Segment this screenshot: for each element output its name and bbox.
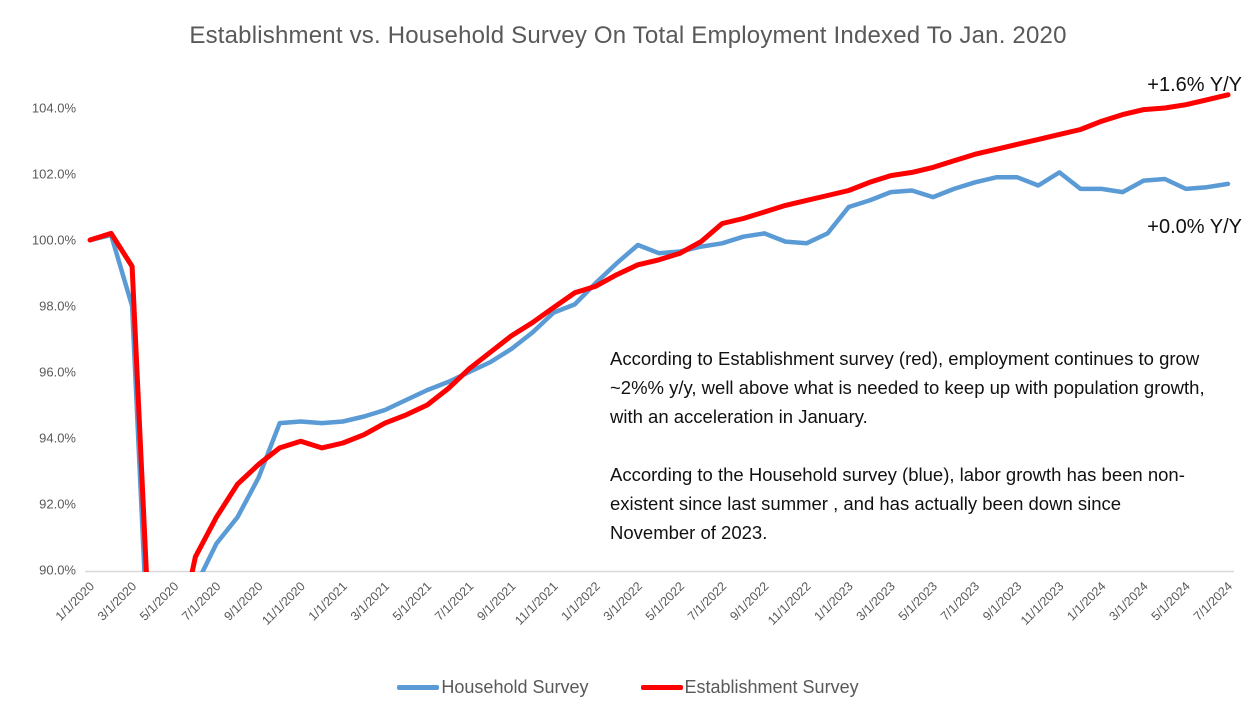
series-line-household-survey xyxy=(87,170,1231,572)
series-line-establishment-survey xyxy=(87,92,1231,572)
x-axis-label: 11/1/2022 xyxy=(765,579,814,628)
x-axis-label: 11/1/2020 xyxy=(259,579,308,628)
establishment-line-swatch-icon xyxy=(640,685,683,690)
y-axis-label: 94.0% xyxy=(39,431,76,446)
commentary-text-block: According to Establishment survey (red),… xyxy=(610,344,1210,576)
household-line-swatch-icon xyxy=(397,685,440,690)
series-lines xyxy=(87,92,1231,572)
y-axis-label: 96.0% xyxy=(39,365,76,380)
x-axis-label: 3/1/2021 xyxy=(348,579,392,623)
household-yoy-annotation: +0.0% Y/Y xyxy=(1147,216,1242,238)
x-axis-label: 7/1/2020 xyxy=(179,579,223,623)
x-axis-labels: 1/1/20203/1/20205/1/20207/1/20209/1/2020… xyxy=(53,579,1235,628)
x-axis-label: 1/1/2020 xyxy=(53,579,97,623)
y-axis-labels: 90.0% 92.0% 94.0% 96.0% 98.0% 100.0% 102.0% 104… xyxy=(32,101,77,578)
y-axis-label: 104.0% xyxy=(32,101,77,116)
x-axis-label: 3/1/2022 xyxy=(601,579,645,623)
y-axis-label: 90.0% xyxy=(39,563,76,578)
x-axis-label: 1/1/2022 xyxy=(559,579,603,623)
legend-item-establishment: Establishment Survey xyxy=(640,677,859,698)
x-axis-label: 3/1/2023 xyxy=(854,579,898,623)
chart-title: Establishment vs. Household Survey On To… xyxy=(189,22,1067,49)
commentary-paragraph-establishment: According to Establishment survey (red),… xyxy=(610,348,1205,427)
legend-label-household: Household Survey xyxy=(441,677,589,697)
y-axis-label: 102.0% xyxy=(32,167,77,182)
x-axis-label: 1/1/2023 xyxy=(811,579,855,623)
x-axis-label: 11/1/2021 xyxy=(512,579,561,628)
chart-legend: Household Survey Establishment Survey xyxy=(0,677,1256,698)
x-axis-label: 3/1/2020 xyxy=(95,579,139,623)
x-axis-label: 1/1/2024 xyxy=(1064,579,1108,623)
x-axis-label: 5/1/2022 xyxy=(643,579,687,623)
y-axis-label: 92.0% xyxy=(39,497,76,512)
establishment-yoy-annotation: +1.6% Y/Y xyxy=(1147,74,1242,96)
x-axis-label: 5/1/2021 xyxy=(390,579,434,623)
commentary-paragraph-household: According to the Household survey (blue)… xyxy=(610,464,1185,543)
y-axis-label: 98.0% xyxy=(39,299,76,314)
x-axis-label: 5/1/2020 xyxy=(137,579,181,623)
x-axis-label: 11/1/2023 xyxy=(1018,579,1067,628)
x-axis-label: 1/1/2021 xyxy=(306,579,350,623)
x-axis-label: 5/1/2024 xyxy=(1149,579,1193,623)
legend-item-household: Household Survey xyxy=(397,677,589,698)
y-axis-label: 100.0% xyxy=(32,233,77,248)
x-axis-label: 7/1/2024 xyxy=(1191,579,1235,623)
x-axis-label: 7/1/2023 xyxy=(938,579,982,623)
x-axis-label: 7/1/2022 xyxy=(685,579,729,623)
x-axis-label: 3/1/2024 xyxy=(1107,579,1151,623)
x-axis-label: 7/1/2021 xyxy=(432,579,476,623)
legend-label-establishment: Establishment Survey xyxy=(684,677,859,697)
x-axis-label: 5/1/2023 xyxy=(896,579,940,623)
